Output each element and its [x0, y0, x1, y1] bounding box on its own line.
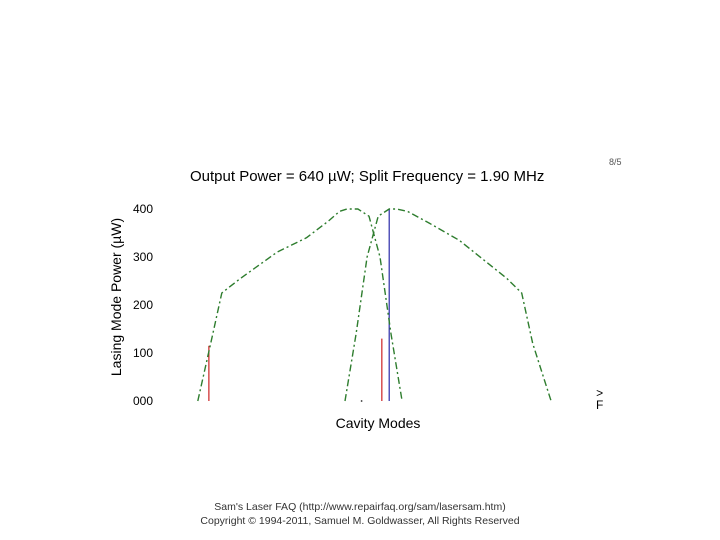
- corner-mark: 8/5: [609, 157, 622, 167]
- chart-title: Output Power = 640 µW; Split Frequency =…: [190, 168, 545, 185]
- y-tick-label: 000: [133, 394, 153, 408]
- side-glyphs: > F: [596, 387, 603, 411]
- y-tick-label: 300: [133, 250, 153, 264]
- y-axis-label: Lasing Mode Power (µW): [108, 218, 124, 376]
- footer-copyright: Copyright © 1994-2011, Samuel M. Goldwas…: [200, 515, 520, 527]
- footer-source: Sam's Laser FAQ (http://www.repairfaq.or…: [214, 501, 506, 513]
- footer: Sam's Laser FAQ (http://www.repairfaq.or…: [0, 500, 720, 528]
- gain-curve-2: [344, 208, 552, 402]
- marker-dot: [360, 400, 363, 402]
- y-tick-label: 100: [133, 346, 153, 360]
- y-tick-label: 200: [133, 298, 153, 312]
- side-glyph-letter: F: [596, 398, 604, 412]
- side-glyph-arrow: >: [596, 386, 604, 400]
- x-axis-label: Cavity Modes: [336, 415, 421, 431]
- gain-curve-1: [197, 208, 403, 402]
- y-tick-label: 400: [133, 202, 153, 216]
